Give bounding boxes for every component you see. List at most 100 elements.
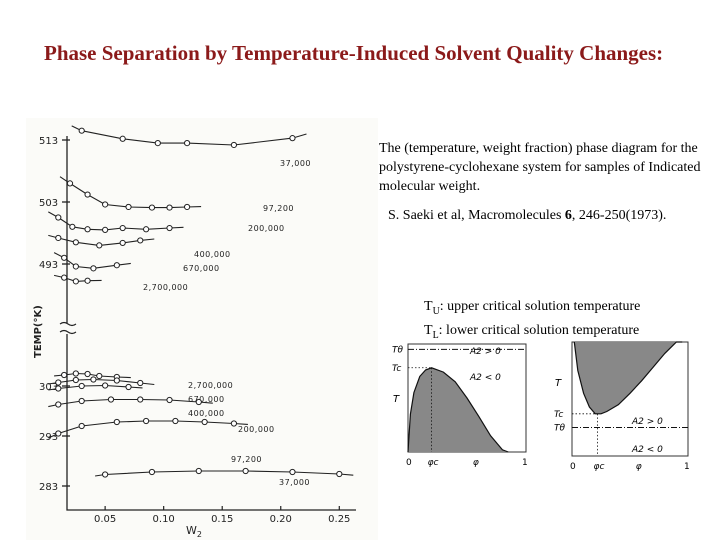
upper-series-label: 97,200 bbox=[263, 204, 294, 213]
x-tick-label: 0.10 bbox=[153, 514, 175, 525]
lower-series-point bbox=[336, 470, 343, 478]
x-tick-label: 0.05 bbox=[94, 514, 116, 525]
lower-series-curve bbox=[48, 398, 213, 408]
lower-series-point bbox=[143, 417, 150, 425]
slide-title: Phase Separation by Temperature-Induced … bbox=[44, 41, 664, 65]
binodal-curve bbox=[573, 341, 683, 415]
citation-authors: S. Saeki et al, Macromolecules bbox=[388, 208, 565, 223]
upper-series-point bbox=[148, 204, 156, 211]
lower-series-point bbox=[78, 397, 85, 405]
citation-pages: , 246-250(1973). bbox=[571, 208, 667, 223]
definitions: TU: upper critical solution temperature … bbox=[424, 297, 714, 345]
definition-ucst: TU: upper critical solution temperature bbox=[424, 299, 641, 317]
lower-series-point bbox=[55, 430, 62, 437]
upper-series-point bbox=[72, 263, 79, 270]
t-theta-label: Tθ bbox=[392, 345, 403, 355]
upper-series-point bbox=[102, 201, 109, 208]
lower-series-point bbox=[201, 418, 208, 426]
t-axis-label: T bbox=[555, 378, 562, 389]
upper-series-point bbox=[102, 226, 109, 234]
two-phase-region bbox=[408, 367, 509, 452]
citation-volume: 6 bbox=[564, 208, 572, 223]
upper-series-point bbox=[119, 239, 126, 247]
upper-series-point bbox=[289, 135, 296, 142]
upper-series-label: 200,000 bbox=[248, 224, 285, 233]
t-theta-label: Tθ bbox=[554, 424, 565, 434]
axes bbox=[66, 136, 356, 511]
y-tick-label: 493 bbox=[39, 260, 58, 271]
phi-c-label: φc bbox=[428, 458, 439, 468]
phi-label: φ bbox=[473, 458, 479, 468]
lower-series-point bbox=[107, 396, 115, 403]
upper-series-point bbox=[154, 140, 161, 147]
upper-series-label: 2,700,000 bbox=[143, 283, 188, 292]
upper-series-point bbox=[72, 239, 79, 246]
lower-series-point bbox=[78, 422, 85, 430]
t-c-label: Tc bbox=[554, 410, 563, 420]
zero-label: 0 bbox=[570, 462, 576, 472]
lower-series-point bbox=[195, 398, 202, 406]
x-tick-label: 0.15 bbox=[211, 514, 233, 525]
definition-lcst: TL: lower critical solution temperature bbox=[424, 322, 640, 341]
y-tick-label: 303 bbox=[39, 382, 58, 393]
upper-series-point bbox=[90, 265, 97, 272]
phi-c-label: φc bbox=[594, 462, 605, 472]
one-label: 1 bbox=[684, 462, 690, 472]
y-axis-label: TEMP(°K) bbox=[33, 305, 44, 358]
upper-series-point bbox=[96, 242, 103, 249]
two-phase-region bbox=[574, 342, 683, 414]
zero-label: 0 bbox=[406, 458, 412, 468]
citation: S. Saeki et al, Macromolecules 6, 246-25… bbox=[388, 206, 718, 225]
a2-negative-label: A2 < 0 bbox=[631, 445, 663, 455]
upper-series-point bbox=[84, 191, 91, 198]
lower-series-curve bbox=[95, 470, 354, 477]
lower-series-label: 670,000 bbox=[188, 395, 225, 404]
upper-series-point bbox=[166, 204, 173, 211]
phi-label: φ bbox=[636, 462, 642, 472]
lower-series-point bbox=[195, 467, 202, 475]
upper-series-point bbox=[61, 274, 68, 281]
upper-series-point bbox=[119, 224, 126, 232]
y-tick-label: 503 bbox=[39, 198, 58, 209]
axis-break bbox=[59, 321, 77, 335]
a2-positive-label: A2 > 0 bbox=[631, 417, 663, 427]
lower-series-point bbox=[113, 418, 120, 426]
upper-series-label: 400,000 bbox=[194, 250, 231, 259]
upper-series-point bbox=[183, 203, 191, 211]
ucst-phase-diagram: Tθ Tc T 0 1 φc φ A2 > 0 A2 < 0 bbox=[392, 343, 528, 468]
lower-series-point bbox=[242, 467, 249, 475]
x-tick-label: 0.25 bbox=[328, 514, 350, 525]
lower-series-point bbox=[289, 468, 296, 476]
lower-series-point bbox=[72, 370, 79, 377]
upper-series-point bbox=[166, 224, 173, 232]
upper-series-point bbox=[113, 262, 120, 269]
lower-series-point bbox=[102, 471, 109, 478]
upper-series-point bbox=[69, 223, 76, 230]
lower-series-point bbox=[72, 376, 79, 384]
upper-series-curve bbox=[71, 125, 307, 146]
binodal-curve bbox=[407, 367, 509, 453]
upper-series-label: 37,000 bbox=[280, 159, 311, 168]
upper-series-point bbox=[72, 278, 79, 285]
lower-series-point bbox=[61, 371, 68, 379]
upper-series-point bbox=[61, 254, 68, 261]
lower-series-label: 37,000 bbox=[279, 478, 310, 487]
lower-series-point bbox=[137, 396, 144, 403]
lower-series-point bbox=[90, 376, 97, 383]
upper-series-point bbox=[66, 180, 74, 187]
a2-positive-label: A2 > 0 bbox=[469, 347, 501, 357]
upper-series-point bbox=[55, 234, 62, 242]
lower-series-point bbox=[55, 401, 62, 408]
upper-series-point bbox=[125, 203, 132, 211]
lower-series-point bbox=[148, 468, 156, 476]
one-label: 1 bbox=[522, 458, 528, 468]
upper-series-point bbox=[183, 140, 191, 147]
lower-series-label: 2,700,000 bbox=[188, 381, 233, 390]
lower-series-point bbox=[137, 379, 144, 387]
upper-series-point bbox=[119, 135, 126, 142]
lower-series-point bbox=[166, 396, 173, 404]
t-axis-label: T bbox=[393, 394, 400, 405]
lower-series-point bbox=[78, 382, 85, 390]
upper-series-point bbox=[137, 237, 144, 244]
